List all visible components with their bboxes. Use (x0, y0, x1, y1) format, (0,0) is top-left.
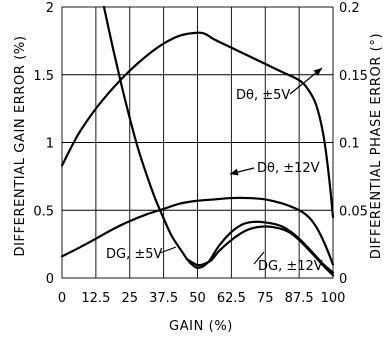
left-y-tick-label: 2 (46, 1, 54, 16)
left-y-tick-label: 1 (46, 137, 54, 152)
annotation-dg-12v: DG, ±12V (258, 259, 323, 274)
right-y-tick-label: 0 (339, 272, 347, 287)
annotation-dg-5v: DG, ±5V (106, 247, 163, 262)
x-axis-title: GAIN (%) (169, 319, 233, 334)
x-tick-label: 37.5 (149, 291, 178, 306)
x-tick-label: 62.5 (217, 291, 246, 306)
right-y-axis-title: DIFFERENTIAL PHASE ERROR (°) (369, 33, 384, 259)
x-tick-label: 75 (257, 291, 274, 306)
series-line-d-5v (60, 31, 335, 219)
chart-annotations: Dθ, ±5V Dθ, ±12V DG, ±5V DG, ±12V (106, 67, 323, 274)
arrowhead-d-12v (230, 168, 239, 176)
annotation-d-5v: Dθ, ±5V (236, 88, 290, 103)
x-tick-label: 12.5 (81, 291, 110, 306)
right-y-tick-label: 0.05 (339, 204, 368, 219)
right-y-tick-label: 0.2 (339, 1, 360, 16)
x-tick-label: 0 (58, 291, 66, 306)
chart-grid (61, 6, 334, 279)
left-y-tick-label: 1.5 (33, 69, 54, 84)
chart-curves (60, 5, 335, 277)
left-y-tick-label: 0 (46, 272, 54, 287)
series-line-d-12v (60, 196, 335, 266)
right-y-tick-label: 0.1 (339, 137, 360, 152)
series-line-dg-12v (185, 225, 335, 277)
chart-ticks: 0 12.5 25 37.5 50 62.5 75 87.5 100 0 0.5 1 1.5 2 0 0.05… (33, 1, 368, 306)
right-y-tick-label: 0.15 (339, 69, 368, 84)
leader-line-dg-12v (253, 251, 265, 265)
left-y-tick-label: 0.5 (33, 204, 54, 219)
x-tick-label: 25 (121, 291, 138, 306)
left-y-axis-title: DIFFERENTIAL GAIN ERROR (%) (13, 35, 28, 256)
arrowhead-d-5v (313, 68, 322, 76)
x-tick-label: 87.5 (285, 291, 314, 306)
x-tick-label: 50 (189, 291, 206, 306)
leader-line-dg-5v (159, 246, 177, 254)
annotation-d-12v: Dθ, ±12V (257, 161, 320, 176)
x-tick-label: 100 (321, 291, 346, 306)
series-line-dg-5v (102, 5, 335, 274)
